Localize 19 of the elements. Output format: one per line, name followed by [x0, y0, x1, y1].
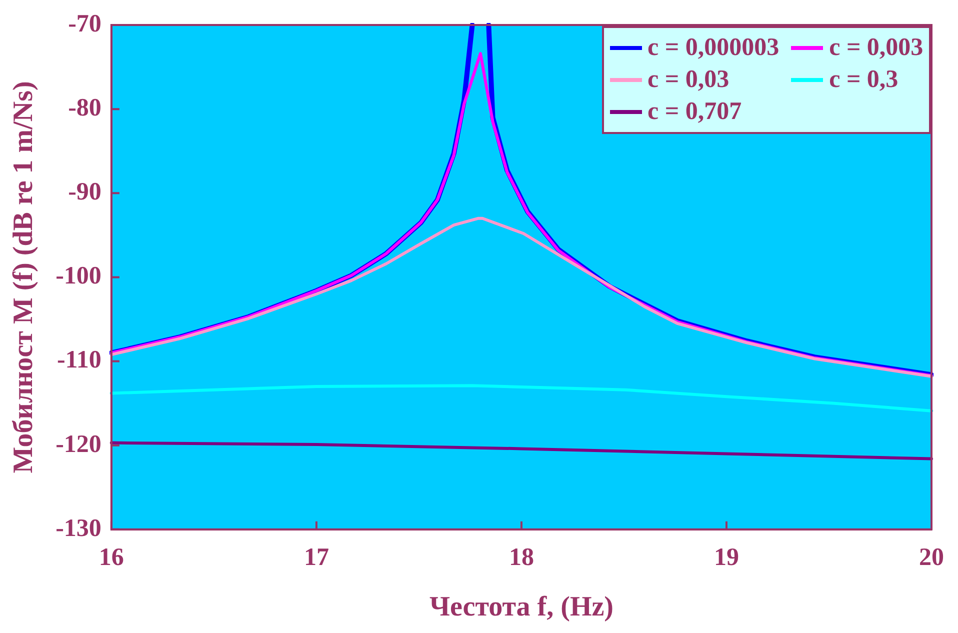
x-tick-label: 16 [98, 544, 124, 571]
y-tick-label: -70 [68, 10, 102, 38]
legend-label: c = 0,003 [829, 33, 924, 63]
legend-label: c = 0,03 [648, 65, 730, 95]
x-tick-label: 19 [714, 544, 739, 571]
legend-label: c = 0,707 [648, 97, 742, 127]
y-tick-label: -110 [56, 346, 102, 374]
x-tick-label: 20 [919, 544, 944, 571]
x-tick-label: 18 [508, 544, 534, 571]
legend-label: c = 0,000003 [648, 33, 780, 63]
y-tick-label: -130 [56, 514, 102, 542]
y-tick-label: -120 [56, 430, 102, 458]
legend-label: c = 0,3 [829, 65, 898, 95]
y-axis-title: Мобилност M (f) (dB re 1 m/Ns) [8, 81, 40, 474]
x-tick-label: 17 [304, 544, 329, 571]
y-tick-label: -100 [56, 262, 102, 290]
x-axis-title: Честота f, (Hz) [429, 591, 614, 622]
y-tick-label: -80 [68, 94, 102, 122]
y-tick-label: -90 [68, 178, 102, 206]
